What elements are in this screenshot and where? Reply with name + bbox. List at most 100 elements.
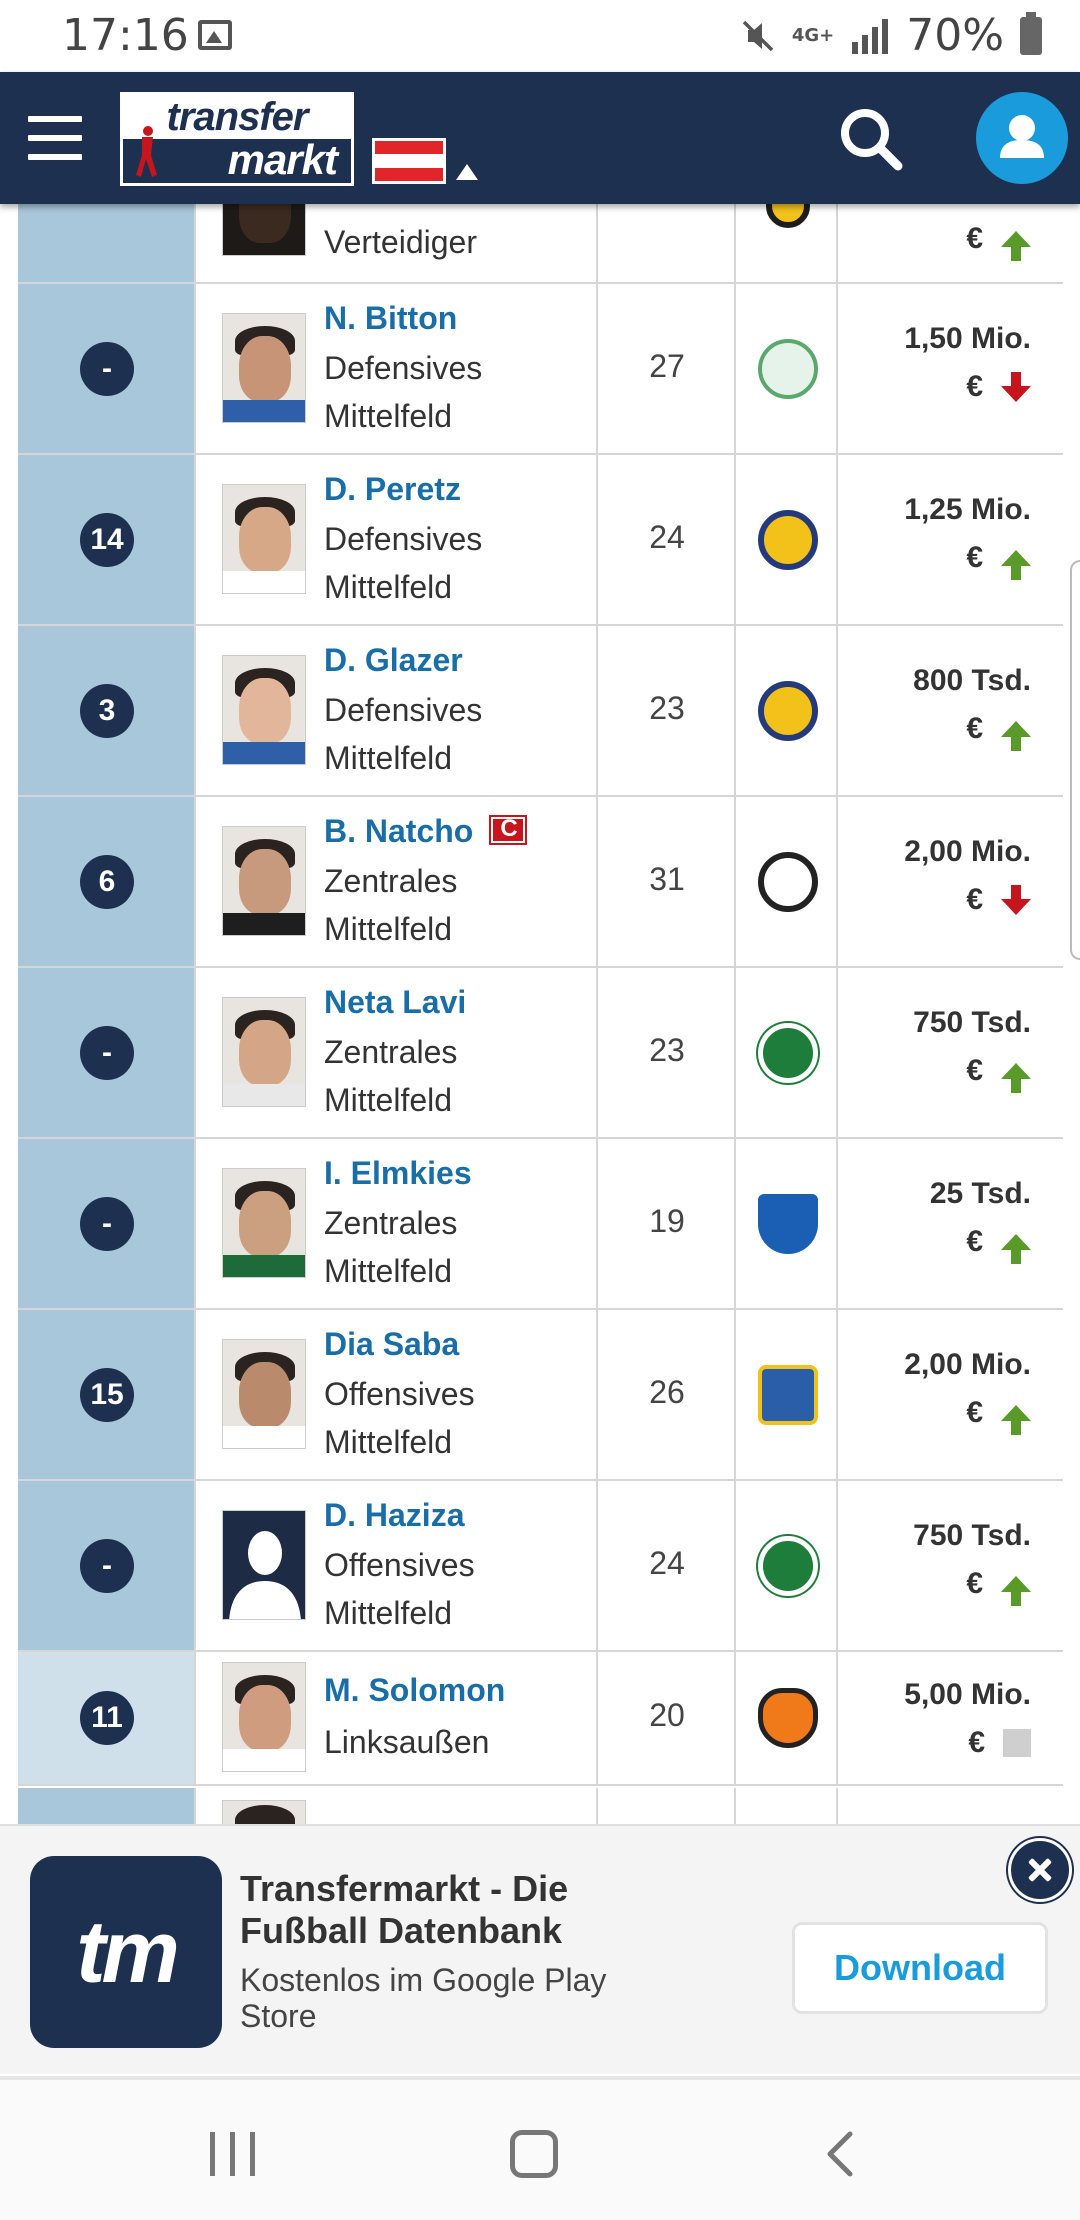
market-value[interactable]: 750 Tsd. bbox=[913, 1519, 1031, 1552]
user-icon bbox=[1000, 115, 1044, 158]
player-cell: D. Glazer Defensives Mittelfeld bbox=[198, 626, 598, 795]
player-cell: B. Natcho Zentrales Mittelfeld bbox=[198, 797, 598, 966]
maccabi-tel-aviv-logo[interactable] bbox=[758, 509, 818, 570]
player-photo[interactable] bbox=[222, 1167, 306, 1278]
table-row[interactable]: 11 M. Solomon Linksaußen 20 5,00 Mio. € bbox=[18, 1652, 1063, 1786]
number-cell: 3 bbox=[18, 626, 196, 795]
value-currency: € bbox=[966, 1054, 983, 1087]
recent-apps-icon[interactable] bbox=[210, 2132, 256, 2176]
player-name-link[interactable]: Dia Saba bbox=[324, 1326, 459, 1363]
number-cell: 15 bbox=[18, 1310, 196, 1479]
club-cell bbox=[738, 455, 838, 624]
market-value[interactable]: 5,00 Mio. bbox=[904, 1678, 1031, 1711]
club-logo[interactable] bbox=[766, 204, 810, 228]
number-cell: - bbox=[18, 968, 196, 1137]
maccabi-haifa-logo[interactable] bbox=[758, 1022, 818, 1083]
network-type: 4G+ bbox=[791, 24, 835, 46]
age-cell: 23 bbox=[600, 968, 736, 1137]
position-line-1: Offensives bbox=[324, 1376, 475, 1412]
player-position: Zentrales Mittelfeld bbox=[324, 1028, 457, 1124]
photo-shirt bbox=[223, 741, 305, 764]
scroll-handle[interactable] bbox=[1070, 560, 1080, 960]
table-row[interactable]: - I. Elmkies Zentrales Mittelfeld 19 25 Tsd. € bbox=[18, 1139, 1063, 1310]
market-value-cell: 25 Tsd. € bbox=[840, 1139, 1063, 1308]
player-photo[interactable] bbox=[222, 825, 306, 936]
market-value-cell: 5,00 Mio. € bbox=[840, 1652, 1063, 1784]
shakhtar-logo[interactable] bbox=[758, 1688, 818, 1748]
market-value[interactable]: 2,00 Mio. bbox=[904, 835, 1031, 868]
trend-up-icon bbox=[1001, 1405, 1031, 1435]
player-name-link[interactable]: I. Elmkies bbox=[324, 1155, 472, 1192]
number-cell bbox=[18, 1788, 196, 1824]
player-name-link[interactable]: Neta Lavi bbox=[324, 984, 466, 1021]
search-icon[interactable] bbox=[836, 104, 906, 174]
player-name: D. Haziza bbox=[324, 1497, 465, 1533]
player-name: M. Solomon bbox=[324, 1672, 506, 1708]
number-cell: 14 bbox=[18, 455, 196, 624]
player-name-link[interactable]: N. Bitton bbox=[324, 300, 457, 337]
player-cell: Neta Lavi Zentrales Mittelfeld bbox=[198, 968, 598, 1137]
transfermarkt-logo[interactable]: transfer markt bbox=[120, 92, 354, 186]
player-name-link[interactable]: B. Natcho bbox=[324, 813, 528, 850]
player-cell: Dia Saba Offensives Mittelfeld bbox=[198, 1310, 598, 1479]
caret-up-icon[interactable] bbox=[456, 164, 478, 180]
table-row[interactable]: - N. Bitton Defensives Mittelfeld 27 1,50 Mio… bbox=[18, 284, 1063, 455]
market-value[interactable]: 1,25 Mio. bbox=[904, 493, 1031, 526]
position-line-2: Mittelfeld bbox=[324, 740, 453, 776]
position-line-1: Linksaußen bbox=[324, 1724, 490, 1760]
player-cell: D. Haziza Offensives Mittelfeld bbox=[198, 1481, 598, 1650]
close-icon[interactable] bbox=[1008, 1838, 1072, 1902]
age-cell: 26 bbox=[600, 1310, 736, 1479]
player-position: Verteidiger bbox=[324, 224, 477, 260]
austria-flag-icon[interactable] bbox=[372, 138, 446, 184]
market-value[interactable]: 25 Tsd. bbox=[929, 1177, 1031, 1210]
player-photo[interactable] bbox=[222, 1509, 306, 1620]
logo-text-top: transfer bbox=[123, 95, 351, 139]
player-name-link[interactable]: D. Glazer bbox=[324, 642, 463, 679]
table-row[interactable]: 3 D. Glazer Defensives Mittelfeld 23 800 Tsd.… bbox=[18, 626, 1063, 797]
player-name-link[interactable]: M. Solomon bbox=[324, 1672, 505, 1709]
shirt-number-badge: 3 bbox=[80, 683, 134, 738]
player-photo[interactable] bbox=[222, 654, 306, 765]
player-name: N. Bitton bbox=[324, 300, 458, 336]
player-name: B. Natcho bbox=[324, 813, 474, 849]
user-account-button[interactable] bbox=[976, 92, 1068, 184]
maccabi-tel-aviv-logo[interactable] bbox=[758, 680, 818, 741]
celtic-logo[interactable] bbox=[758, 338, 818, 399]
market-value[interactable]: 2,00 Mio. bbox=[904, 1348, 1031, 1381]
table-row-partial[interactable]: Verteidiger € bbox=[18, 204, 1063, 284]
download-button[interactable]: Download bbox=[792, 1922, 1048, 2014]
table-row[interactable]: - D. Haziza Offensives Mittelfeld 24 750 Tsd.… bbox=[18, 1481, 1063, 1652]
player-age: 24 bbox=[649, 1544, 685, 1581]
table-row-partial[interactable] bbox=[18, 1788, 1063, 1824]
hoffenheim-logo[interactable] bbox=[758, 1193, 818, 1254]
player-photo[interactable] bbox=[222, 1662, 306, 1772]
table-row[interactable]: 6 B. Natcho Zentrales Mittelfeld 31 2,00 Mio.… bbox=[18, 797, 1063, 968]
maccabi-haifa-logo[interactable] bbox=[758, 1535, 818, 1596]
market-value-cell: 750 Tsd. € bbox=[840, 968, 1063, 1137]
market-value[interactable]: 800 Tsd. bbox=[913, 664, 1031, 697]
market-value[interactable]: 750 Tsd. bbox=[913, 1006, 1031, 1039]
partizan-logo[interactable] bbox=[758, 851, 818, 912]
shirt-number-badge: 6 bbox=[80, 854, 134, 909]
player-name-link[interactable]: D. Haziza bbox=[324, 1497, 464, 1534]
back-icon[interactable] bbox=[822, 2130, 858, 2178]
player-name-link[interactable]: D. Peretz bbox=[324, 471, 461, 508]
player-photo[interactable] bbox=[222, 996, 306, 1107]
menu-icon[interactable] bbox=[28, 116, 82, 160]
table-row[interactable]: - Neta Lavi Zentrales Mittelfeld 23 750 Tsd. € bbox=[18, 968, 1063, 1139]
player-photo[interactable] bbox=[222, 204, 306, 256]
player-photo[interactable] bbox=[222, 483, 306, 594]
home-icon[interactable] bbox=[510, 2130, 558, 2178]
tm-app-icon[interactable]: tm bbox=[30, 1856, 222, 2048]
table-row[interactable]: 14 D. Peretz Defensives Mittelfeld 24 1,25 Mi… bbox=[18, 455, 1063, 626]
player-photo[interactable] bbox=[222, 1800, 306, 1824]
market-value[interactable]: 1,50 Mio. bbox=[904, 322, 1031, 355]
guangzhou-logo[interactable] bbox=[758, 1364, 818, 1425]
player-photo[interactable] bbox=[222, 1338, 306, 1449]
number-cell: - bbox=[18, 284, 196, 453]
table-row[interactable]: 15 Dia Saba Offensives Mittelfeld 26 2,00 Mio… bbox=[18, 1310, 1063, 1481]
player-photo[interactable] bbox=[222, 312, 306, 423]
battery-icon bbox=[1020, 11, 1042, 55]
position-line-2: Mittelfeld bbox=[324, 911, 453, 947]
